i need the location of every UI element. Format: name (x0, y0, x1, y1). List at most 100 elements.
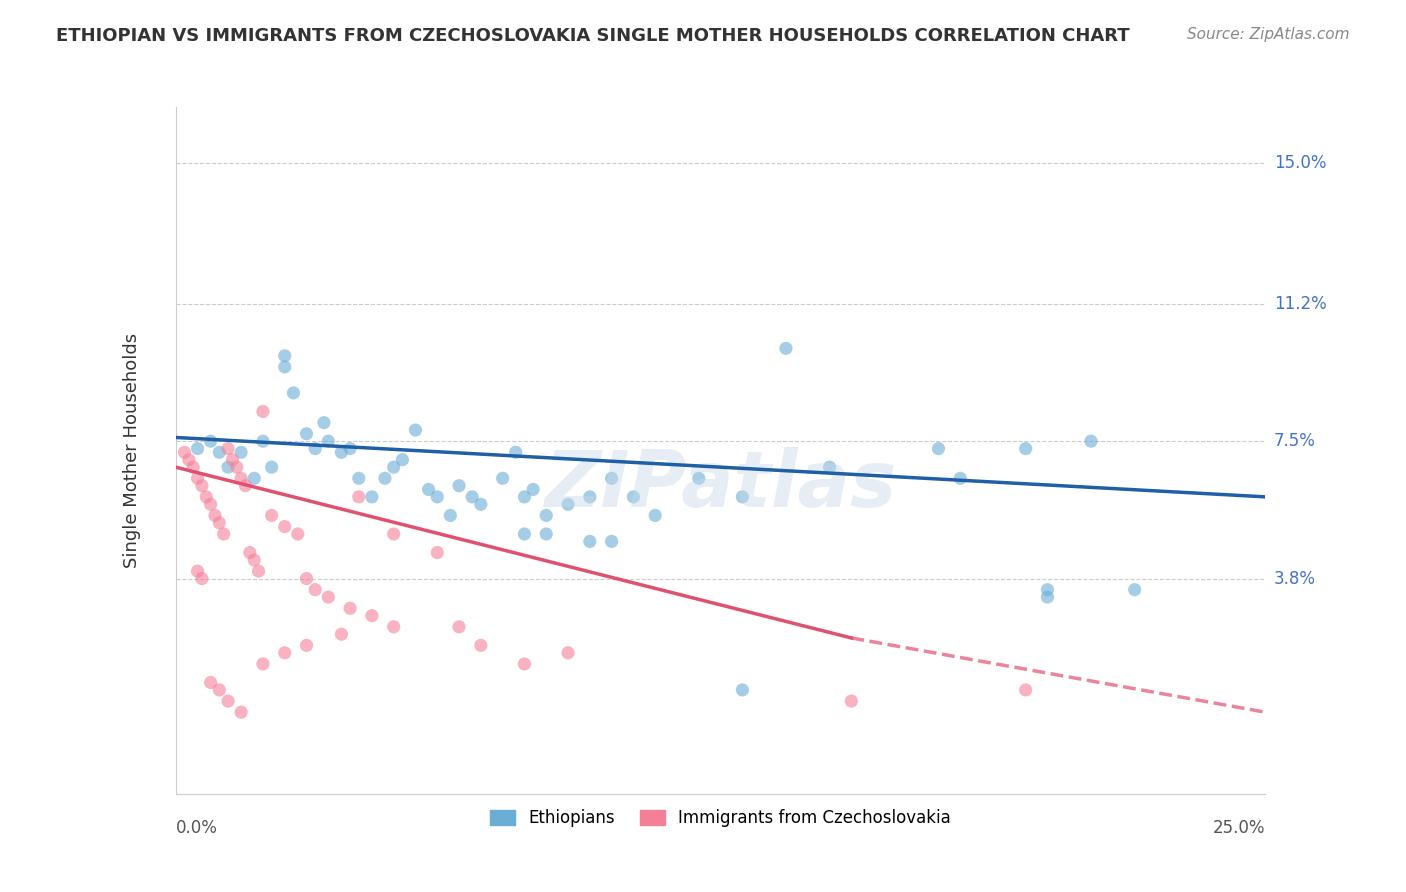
Point (579, 534, 602, 549)
Point (208, 445, 231, 459)
Point (374, 471, 396, 485)
Point (731, 682, 754, 697)
Point (600, 534, 623, 549)
Point (447, 479, 470, 493)
Point (461, 490, 484, 504)
Point (447, 620, 470, 634)
Point (949, 471, 972, 485)
Text: ETHIOPIAN VS IMMIGRANTS FROM CZECHOSLOVAKIA SINGLE MOTHER HOUSEHOLDS CORRELATION: ETHIOPIAN VS IMMIGRANTS FROM CZECHOSLOVA… (56, 27, 1130, 45)
Point (621, 490, 644, 504)
Point (252, 657, 274, 671)
Point (382, 527, 405, 541)
Text: 3.8%: 3.8% (1274, 570, 1316, 588)
Point (195, 490, 218, 504)
Point (318, 590, 340, 604)
Point (418, 483, 440, 497)
Point (239, 545, 262, 559)
Point (688, 471, 710, 485)
Point (579, 490, 602, 504)
Point (312, 416, 335, 430)
Point (347, 490, 370, 504)
Point (247, 564, 270, 578)
Point (492, 471, 515, 485)
Point (191, 479, 214, 493)
Point (534, 508, 557, 523)
Point (208, 516, 231, 530)
Point (928, 442, 950, 456)
Point (173, 445, 195, 459)
Point (200, 497, 222, 511)
Point (243, 553, 266, 567)
Point (181, 460, 204, 475)
Point (217, 694, 239, 708)
Point (243, 471, 266, 485)
Point (231, 471, 253, 485)
Point (274, 349, 297, 363)
Point (405, 423, 427, 437)
Text: 25.0%: 25.0% (1213, 819, 1265, 837)
Point (260, 508, 283, 523)
Point (470, 639, 492, 653)
Point (557, 497, 579, 511)
Point (186, 471, 209, 485)
Point (557, 646, 579, 660)
Point (360, 490, 382, 504)
Point (177, 452, 200, 467)
Point (382, 460, 405, 475)
Point (522, 483, 544, 497)
Point (1036, 582, 1059, 597)
Point (818, 460, 841, 475)
Point (775, 342, 797, 356)
Point (382, 620, 405, 634)
Point (235, 479, 257, 493)
Point (330, 445, 353, 459)
Point (186, 442, 209, 456)
Point (505, 445, 527, 459)
Point (513, 527, 536, 541)
Point (208, 682, 231, 697)
Point (295, 639, 318, 653)
Point (200, 675, 222, 690)
Point (295, 572, 318, 586)
Text: 0.0%: 0.0% (176, 819, 218, 837)
Point (274, 359, 297, 374)
Point (186, 564, 209, 578)
Point (1015, 442, 1038, 456)
Text: Single Mother Households: Single Mother Households (124, 333, 141, 568)
Point (439, 508, 461, 523)
Point (252, 404, 274, 418)
Point (200, 434, 222, 449)
Text: 15.0%: 15.0% (1274, 153, 1326, 172)
Text: ZIPatlas: ZIPatlas (544, 447, 897, 523)
Point (360, 608, 382, 623)
Point (470, 497, 492, 511)
Point (304, 582, 326, 597)
Point (1015, 682, 1038, 697)
Text: 7.5%: 7.5% (1274, 433, 1316, 450)
Point (1036, 590, 1059, 604)
Point (217, 442, 239, 456)
Point (225, 460, 247, 475)
Point (330, 627, 353, 641)
Point (731, 490, 754, 504)
Point (260, 460, 283, 475)
Point (426, 490, 449, 504)
Point (513, 657, 536, 671)
Point (221, 452, 243, 467)
Point (841, 694, 863, 708)
Point (231, 705, 253, 719)
Point (600, 471, 623, 485)
Point (231, 445, 253, 459)
Point (318, 434, 340, 449)
Point (1123, 582, 1146, 597)
Text: 11.2%: 11.2% (1274, 295, 1326, 313)
Point (283, 385, 305, 400)
Point (212, 527, 235, 541)
Legend: Ethiopians, Immigrants from Czechoslovakia: Ethiopians, Immigrants from Czechoslovak… (484, 802, 957, 834)
Point (274, 646, 297, 660)
Point (287, 527, 309, 541)
Point (644, 508, 666, 523)
Point (347, 471, 370, 485)
Point (304, 442, 326, 456)
Point (191, 572, 214, 586)
